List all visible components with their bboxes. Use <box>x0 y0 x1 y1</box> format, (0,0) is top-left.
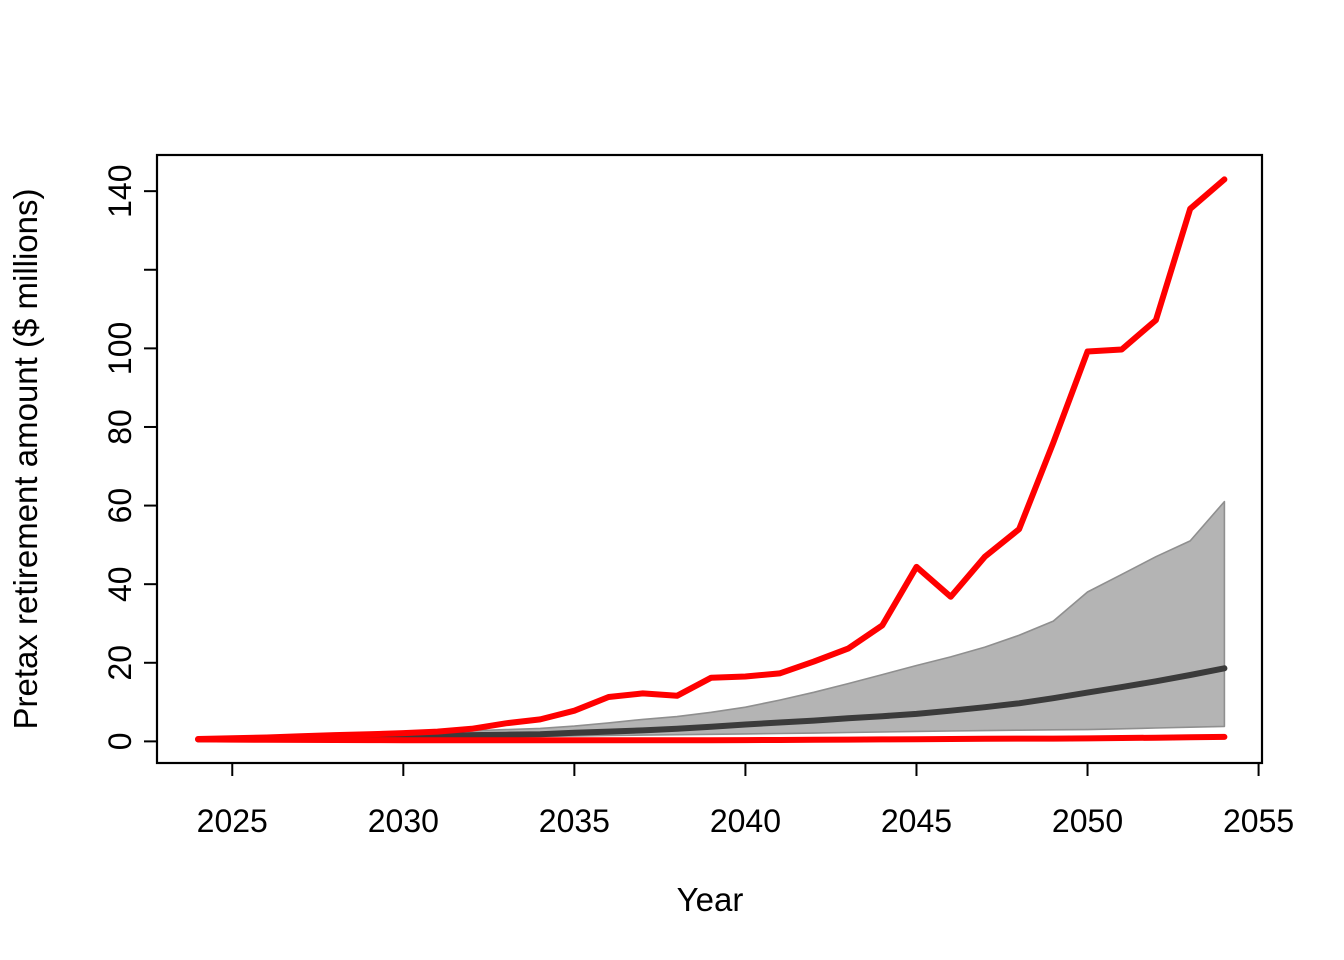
plot-border <box>155 153 1264 765</box>
x-tick-label: 2055 <box>1223 803 1294 839</box>
y-axis-title: Pretax retirement amount ($ millions) <box>7 188 44 730</box>
inner-quantile-band <box>197 500 1226 741</box>
y-tick-label: 80 <box>102 409 138 445</box>
minimum-trajectory-line <box>195 733 1228 744</box>
x-tick-label: 2050 <box>1052 803 1123 839</box>
y-tick-label: 0 <box>102 733 138 751</box>
x-tick-label: 2040 <box>710 803 781 839</box>
x-tick-label: 2030 <box>368 803 439 839</box>
y-tick-label: 60 <box>102 488 138 524</box>
maximum-trajectory-line <box>195 176 1228 742</box>
x-tick-label: 2035 <box>539 803 610 839</box>
y-tick-label: 40 <box>102 566 138 602</box>
y-tick-label: 100 <box>102 322 138 375</box>
x-tick-label: 2045 <box>881 803 952 839</box>
x-axis-title: Year <box>676 881 744 918</box>
y-tick-label: 20 <box>102 645 138 681</box>
y-tick-label: 140 <box>102 165 138 218</box>
x-tick-label: 2025 <box>197 803 268 839</box>
